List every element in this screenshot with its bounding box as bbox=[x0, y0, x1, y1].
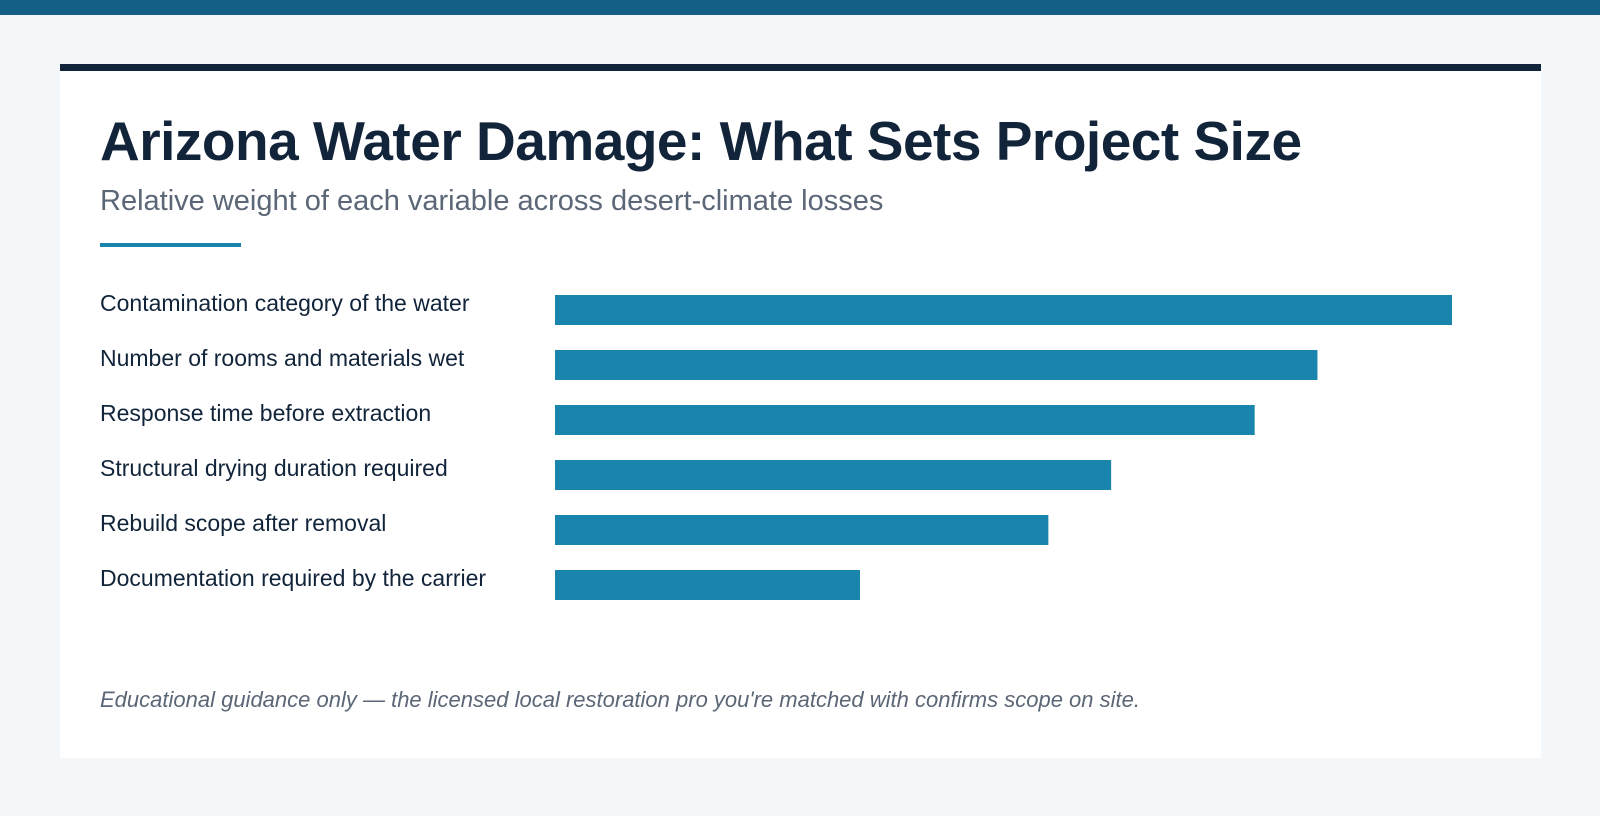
category-label: Contamination category of the water bbox=[100, 290, 470, 316]
bar-chart-svg: Contamination category of the water Numbe… bbox=[100, 290, 1452, 600]
accent-rule bbox=[100, 243, 241, 247]
category-label: Documentation required by the carrier bbox=[100, 565, 486, 591]
category-label: Structural drying duration required bbox=[100, 455, 448, 481]
bar bbox=[555, 295, 1452, 325]
chart-title: Arizona Water Damage: What Sets Project … bbox=[100, 110, 1302, 172]
bar-chart: Contamination category of the water Numbe… bbox=[100, 281, 1500, 621]
top-band bbox=[0, 0, 1600, 15]
category-label: Response time before extraction bbox=[100, 400, 431, 426]
chart-card: Arizona Water Damage: What Sets Project … bbox=[60, 64, 1541, 758]
category-label: Rebuild scope after removal bbox=[100, 510, 386, 536]
category-label: Number of rooms and materials wet bbox=[100, 345, 465, 371]
bar bbox=[555, 515, 1049, 545]
bar bbox=[555, 460, 1112, 490]
bar bbox=[555, 570, 860, 600]
bar bbox=[555, 405, 1255, 435]
footnote: Educational guidance only — the licensed… bbox=[100, 687, 1140, 712]
chart-subtitle: Relative weight of each variable across … bbox=[100, 185, 884, 217]
bar bbox=[555, 350, 1318, 380]
